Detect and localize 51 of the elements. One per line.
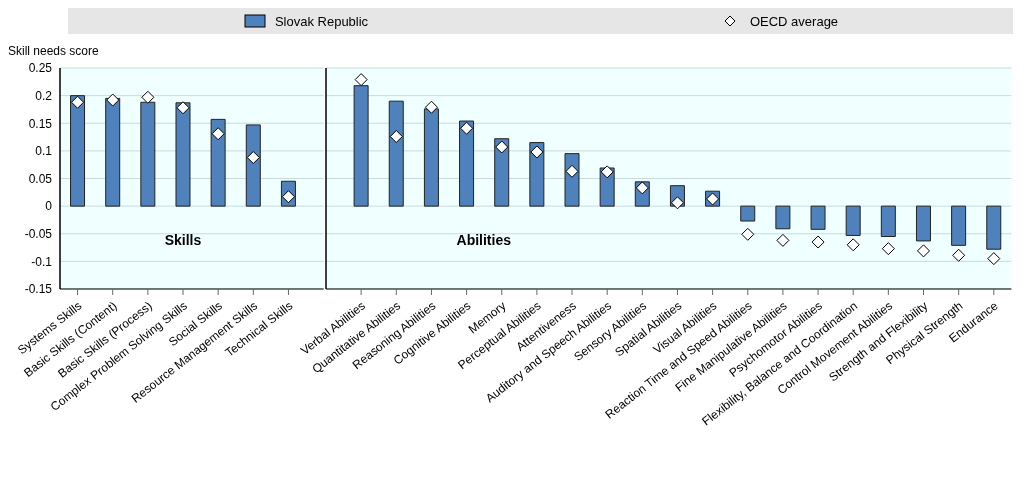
point (811, 235, 825, 249)
legend-label: Slovak Republic (274, 13, 369, 29)
bar (105, 97, 121, 207)
y-tick-label: 0.2 (35, 88, 53, 103)
y-axis-title: Skill needs score (8, 44, 100, 58)
bar (739, 205, 755, 222)
point (776, 233, 790, 247)
y-tick-label: -0.15 (24, 282, 53, 297)
bar (845, 205, 861, 236)
y-tick-label: 0 (45, 199, 53, 214)
bar (458, 120, 474, 207)
y-tick-label: 0.15 (28, 116, 53, 131)
point (881, 242, 895, 256)
point (986, 252, 1000, 266)
annotation: Skills (163, 231, 203, 248)
bar (880, 205, 896, 238)
bar (175, 102, 191, 207)
bar (915, 205, 931, 242)
point (246, 151, 260, 165)
point (494, 140, 508, 154)
bar (985, 205, 1001, 250)
point (141, 90, 155, 104)
point (389, 130, 403, 144)
point (916, 244, 930, 258)
point (951, 248, 965, 262)
bar (423, 108, 439, 207)
y-tick-label: 0.05 (28, 171, 53, 186)
y-tick-label: 0.1 (35, 144, 53, 159)
bar (388, 100, 404, 207)
bar (810, 205, 826, 230)
bar (775, 205, 790, 230)
y-tick-label: -0.05 (24, 227, 53, 242)
legend-label: OECD average (749, 13, 839, 29)
point (459, 121, 473, 135)
y-tick-label: 0.25 (28, 61, 53, 76)
annotation: Abilities (455, 231, 512, 248)
bar (245, 124, 261, 207)
point (211, 127, 225, 141)
point (424, 100, 438, 114)
bar (210, 118, 226, 207)
bar (140, 101, 156, 207)
y-tick-label: -0.1 (31, 254, 53, 269)
bar (950, 205, 966, 246)
point (176, 101, 190, 115)
point (71, 95, 85, 109)
bar (70, 95, 86, 207)
point (106, 93, 120, 107)
point (740, 227, 754, 241)
point (846, 238, 860, 252)
point (354, 73, 368, 87)
bar (353, 85, 369, 207)
